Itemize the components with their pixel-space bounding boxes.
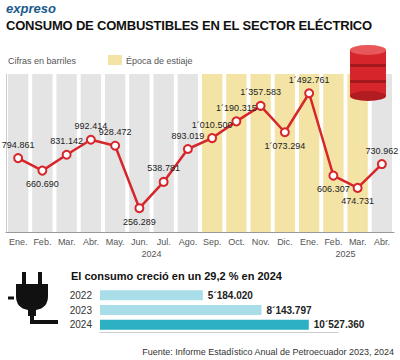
svg-text:Mar.: Mar. bbox=[349, 237, 367, 247]
svg-text:256.289: 256.289 bbox=[123, 217, 156, 227]
svg-text:Feb.: Feb. bbox=[324, 237, 342, 247]
svg-text:992.414: 992.414 bbox=[74, 121, 108, 132]
svg-text:1´492.761: 1´492.761 bbox=[289, 75, 330, 85]
svg-text:1´010.500: 1´010.500 bbox=[192, 120, 233, 130]
svg-text:831.142: 831.142 bbox=[50, 136, 83, 146]
svg-text:794.861: 794.861 bbox=[2, 140, 35, 150]
svg-text:Cifras en barriles: Cifras en barriles bbox=[8, 56, 77, 66]
svg-text:Ene.: Ene. bbox=[300, 237, 319, 247]
svg-text:El consumo creció en un 29,2 %: El consumo creció en un 29,2 % en 2024 bbox=[71, 270, 283, 282]
svg-text:2024: 2024 bbox=[70, 319, 93, 330]
svg-text:Dic.: Dic. bbox=[277, 237, 293, 247]
svg-text:1´073.294: 1´073.294 bbox=[265, 141, 306, 151]
svg-text:Mar.: Mar. bbox=[58, 237, 76, 247]
svg-text:928.472: 928.472 bbox=[99, 127, 132, 137]
svg-text:8´143.797: 8´143.797 bbox=[267, 305, 312, 316]
svg-text:Abr.: Abr. bbox=[374, 237, 390, 247]
svg-text:5´184.020: 5´184.020 bbox=[208, 290, 253, 301]
html-text:expreso: expreso bbox=[6, 1, 56, 16]
svg-text:Sep.: Sep. bbox=[203, 237, 222, 247]
svg-text:May.: May. bbox=[106, 237, 125, 247]
html-text:Fuente: Informe Estadístico An: Fuente: Informe Estadístico Anual de Pet… bbox=[142, 347, 394, 357]
svg-text:2022: 2022 bbox=[70, 290, 93, 301]
svg-text:Oct.: Oct. bbox=[228, 237, 245, 247]
svg-text:474.731: 474.731 bbox=[341, 196, 374, 206]
svg-text:893.019: 893.019 bbox=[172, 131, 205, 141]
svg-text:2023: 2023 bbox=[70, 305, 93, 316]
svg-text:1´357.583: 1´357.583 bbox=[240, 87, 281, 97]
html-text:CONSUMO DE COMBUSTIBLES EN EL: CONSUMO DE COMBUSTIBLES EN EL SECTOR ELÉ… bbox=[6, 18, 372, 33]
svg-text:1´190.315: 1´190.315 bbox=[216, 103, 257, 113]
svg-text:Ago.: Ago. bbox=[179, 237, 198, 247]
svg-text:2024: 2024 bbox=[141, 249, 161, 259]
svg-text:Jul.: Jul. bbox=[157, 237, 171, 247]
svg-text:Feb.: Feb. bbox=[33, 237, 51, 247]
svg-text:538.781: 538.781 bbox=[147, 163, 180, 173]
svg-text:10´527.360: 10´527.360 bbox=[314, 319, 365, 330]
svg-text:Época de estiaje: Época de estiaje bbox=[126, 56, 193, 66]
svg-text:Jun.: Jun. bbox=[131, 237, 148, 247]
svg-text:606.307: 606.307 bbox=[317, 184, 350, 194]
svg-text:730.962: 730.962 bbox=[366, 146, 399, 156]
svg-text:Ene.: Ene. bbox=[9, 237, 28, 247]
svg-text:Abr.: Abr. bbox=[83, 237, 99, 247]
svg-text:Nov.: Nov. bbox=[252, 237, 270, 247]
svg-text:2025: 2025 bbox=[335, 249, 355, 259]
svg-text:660.690: 660.690 bbox=[26, 179, 59, 189]
